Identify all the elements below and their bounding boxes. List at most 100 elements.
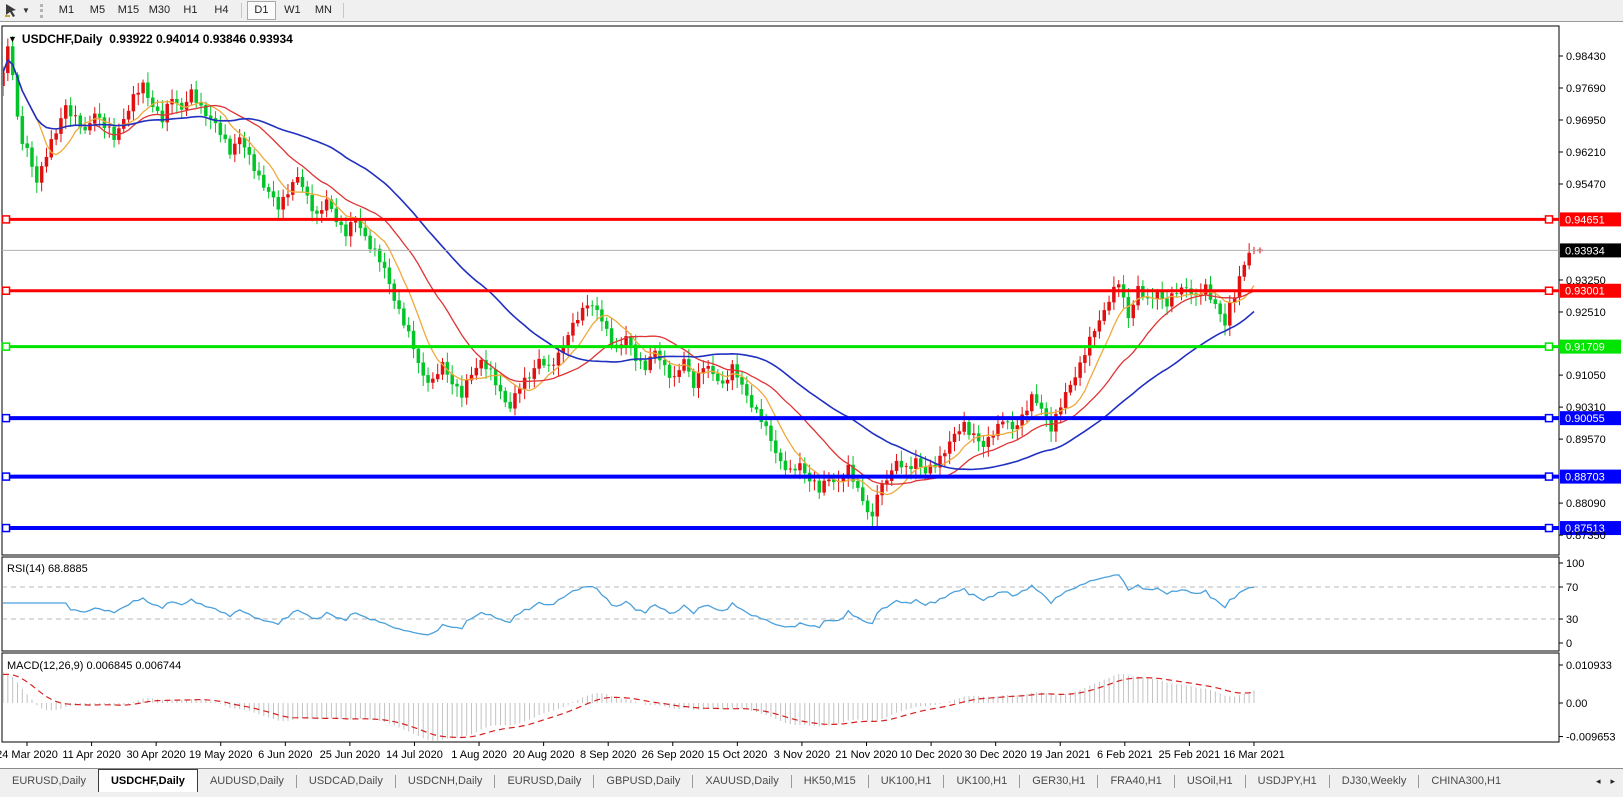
tab-separator bbox=[1328, 774, 1330, 788]
tab-separator bbox=[1418, 774, 1420, 788]
tab-separator bbox=[867, 774, 869, 788]
macd-histogram bbox=[3, 671, 1255, 741]
pointer-tool-caret-icon[interactable]: ▼ bbox=[22, 6, 30, 15]
horizontal-line-0.87513[interactable]: 0.87513 bbox=[1, 521, 1621, 536]
line-handle[interactable] bbox=[1, 286, 11, 295]
horizontal-line-0.93001[interactable]: 0.93001 bbox=[1, 283, 1621, 298]
rsi-line bbox=[3, 574, 1255, 636]
line-handle[interactable] bbox=[1544, 472, 1554, 481]
macd-indicator-label: MACD(12,26,9) 0.006845 0.006744 bbox=[7, 660, 182, 672]
chart-title-symbol: USDCHF,Daily bbox=[21, 32, 103, 46]
date-tick-label: 25 Jun 2020 bbox=[320, 749, 381, 761]
price-tick-label: 0.92510 bbox=[1566, 307, 1606, 319]
tab-uk100-h1[interactable]: UK100,H1 bbox=[880, 775, 932, 787]
price-tick-label: 0.95470 bbox=[1566, 179, 1606, 191]
price-line-label bbox=[1560, 339, 1621, 354]
horizontal-line-0.91709[interactable]: 0.91709 bbox=[1, 339, 1621, 354]
price-line-label-text: 0.93001 bbox=[1565, 286, 1605, 298]
tabs-scroll-right-icon[interactable]: ▸ bbox=[1610, 775, 1615, 786]
macd-axis: 0.010933 0.00 -0.009653 bbox=[1559, 660, 1616, 744]
date-tick-label: 8 Sep 2020 bbox=[580, 749, 636, 761]
line-handle[interactable] bbox=[1544, 523, 1554, 533]
timeframe-button-w1[interactable]: W1 bbox=[284, 4, 301, 16]
price-tick-label: 0.96210 bbox=[1566, 147, 1606, 159]
chart-title-caret-icon[interactable]: ▼ bbox=[8, 34, 17, 44]
tab-fra40-h1[interactable]: FRA40,H1 bbox=[1110, 775, 1162, 787]
tab-ger30-h1[interactable]: GER30,H1 bbox=[1032, 775, 1086, 787]
line-handle[interactable] bbox=[1544, 342, 1554, 351]
line-handle[interactable] bbox=[1544, 286, 1554, 295]
price-tick-label: 0.87350 bbox=[1566, 530, 1606, 542]
crosshair-pointer-icon bbox=[5, 4, 16, 17]
timeframe-button-m1[interactable]: M1 bbox=[58, 4, 75, 16]
tab-usdcnh-daily[interactable]: USDCNH,Daily bbox=[407, 775, 483, 787]
tab-separator bbox=[593, 774, 595, 788]
price-line-label-text: 0.88703 bbox=[1565, 472, 1605, 484]
tab-usoil-h1[interactable]: USOil,H1 bbox=[1186, 775, 1233, 787]
date-axis[interactable]: 24 Mar 2020 11 Apr 2020 30 Apr 2020 19 May … bbox=[0, 742, 1285, 761]
price-line-label bbox=[1560, 469, 1621, 484]
tab-separator bbox=[790, 774, 792, 788]
tab-separator bbox=[1019, 774, 1021, 788]
tab-usdjpy-h1[interactable]: USDJPY,H1 bbox=[1257, 775, 1317, 787]
line-handle[interactable] bbox=[1, 342, 11, 351]
tab-eurusd-daily[interactable]: EURUSD,Daily bbox=[507, 775, 582, 787]
macd-panel[interactable] bbox=[1, 652, 1560, 743]
current-price-label bbox=[1560, 243, 1621, 258]
tab-usdchf-daily[interactable]: USDCHF,Daily bbox=[97, 769, 198, 793]
macd-tick-label: 0.010933 bbox=[1566, 660, 1612, 672]
timeframe-button-d1[interactable]: D1 bbox=[246, 1, 276, 20]
horizontal-line-0.88703[interactable]: 0.88703 bbox=[1, 469, 1621, 484]
price-tick-label: 0.96950 bbox=[1566, 115, 1606, 127]
chart-title-ohlc: 0.93922 0.94014 0.93846 0.93934 bbox=[109, 32, 293, 46]
horizontal-line-0.94651[interactable]: 0.94651 bbox=[1, 212, 1621, 227]
line-handle[interactable] bbox=[1544, 215, 1554, 224]
date-tick-label: 30 Dec 2020 bbox=[964, 749, 1026, 761]
horizontal-line-0.90055[interactable]: 0.90055 bbox=[1, 411, 1621, 426]
line-handle[interactable] bbox=[1, 472, 11, 481]
rsi-panel[interactable] bbox=[1, 556, 1560, 652]
price-line-label bbox=[1560, 411, 1621, 426]
price-line-label-text: 0.87513 bbox=[1565, 523, 1605, 535]
tab-xauusd-daily[interactable]: XAUUSD,Daily bbox=[705, 775, 779, 787]
rsi-plot bbox=[3, 574, 1558, 636]
price-line-label-text: 0.94651 bbox=[1565, 214, 1605, 226]
date-tick-label: 6 Jun 2020 bbox=[258, 749, 312, 761]
tab-separator bbox=[295, 774, 297, 788]
pointer-tool-button[interactable]: ▼ bbox=[0, 0, 34, 21]
tab-eurusd-daily[interactable]: EURUSD,Daily bbox=[12, 775, 86, 787]
date-tick-label: 30 Apr 2020 bbox=[126, 749, 185, 761]
tab-usdcad-daily[interactable]: USDCAD,Daily bbox=[308, 775, 383, 787]
tabs-scroll-left-icon[interactable]: ◂ bbox=[1595, 775, 1601, 786]
timeframe-button-m15[interactable]: M15 bbox=[117, 4, 140, 16]
tab-hk50-m15[interactable]: HK50,M15 bbox=[803, 775, 856, 787]
tab-separator bbox=[494, 774, 496, 788]
tab-gbpusd-daily[interactable]: GBPUSD,Daily bbox=[606, 775, 681, 787]
price-axis: 0.98430 0.97690 0.96950 0.96210 0.95470 0.932… bbox=[1559, 51, 1606, 542]
price-tick-label: 0.97690 bbox=[1566, 83, 1606, 95]
line-handle[interactable] bbox=[1544, 413, 1554, 423]
price-line-label bbox=[1560, 521, 1621, 536]
line-handle[interactable] bbox=[1, 413, 11, 423]
timeframe-button-mn[interactable]: MN bbox=[314, 4, 332, 16]
rsi-tick-label: 100 bbox=[1566, 558, 1584, 570]
tab-dj30-weekly[interactable]: DJ30,Weekly bbox=[1341, 775, 1407, 787]
bottom-strip bbox=[0, 792, 1623, 797]
rsi-tick-label: 70 bbox=[1566, 582, 1578, 594]
timeframe-button-m5[interactable]: M5 bbox=[89, 4, 106, 16]
line-handle[interactable] bbox=[1, 215, 11, 224]
timeframe-button-h4[interactable]: H4 bbox=[214, 4, 229, 16]
date-tick-label: 25 Feb 2021 bbox=[1159, 749, 1221, 761]
tab-china300-h1[interactable]: CHINA300,H1 bbox=[1431, 775, 1502, 787]
price-line-label-text: 0.90055 bbox=[1565, 413, 1605, 425]
timeframe-button-h1[interactable]: H1 bbox=[183, 4, 198, 16]
date-tick-label: 3 Nov 2020 bbox=[774, 749, 830, 761]
tab-uk100-h1[interactable]: UK100,H1 bbox=[956, 775, 1008, 787]
date-tick-label: 1 Aug 2020 bbox=[451, 749, 507, 761]
line-handle[interactable] bbox=[1, 523, 11, 533]
timeframe-button-m30[interactable]: M30 bbox=[148, 4, 171, 16]
tab-audusd-daily[interactable]: AUDUSD,Daily bbox=[209, 775, 284, 787]
date-tick-label: 19 Jan 2021 bbox=[1030, 749, 1091, 761]
price-tick-label: 0.93250 bbox=[1566, 275, 1606, 287]
